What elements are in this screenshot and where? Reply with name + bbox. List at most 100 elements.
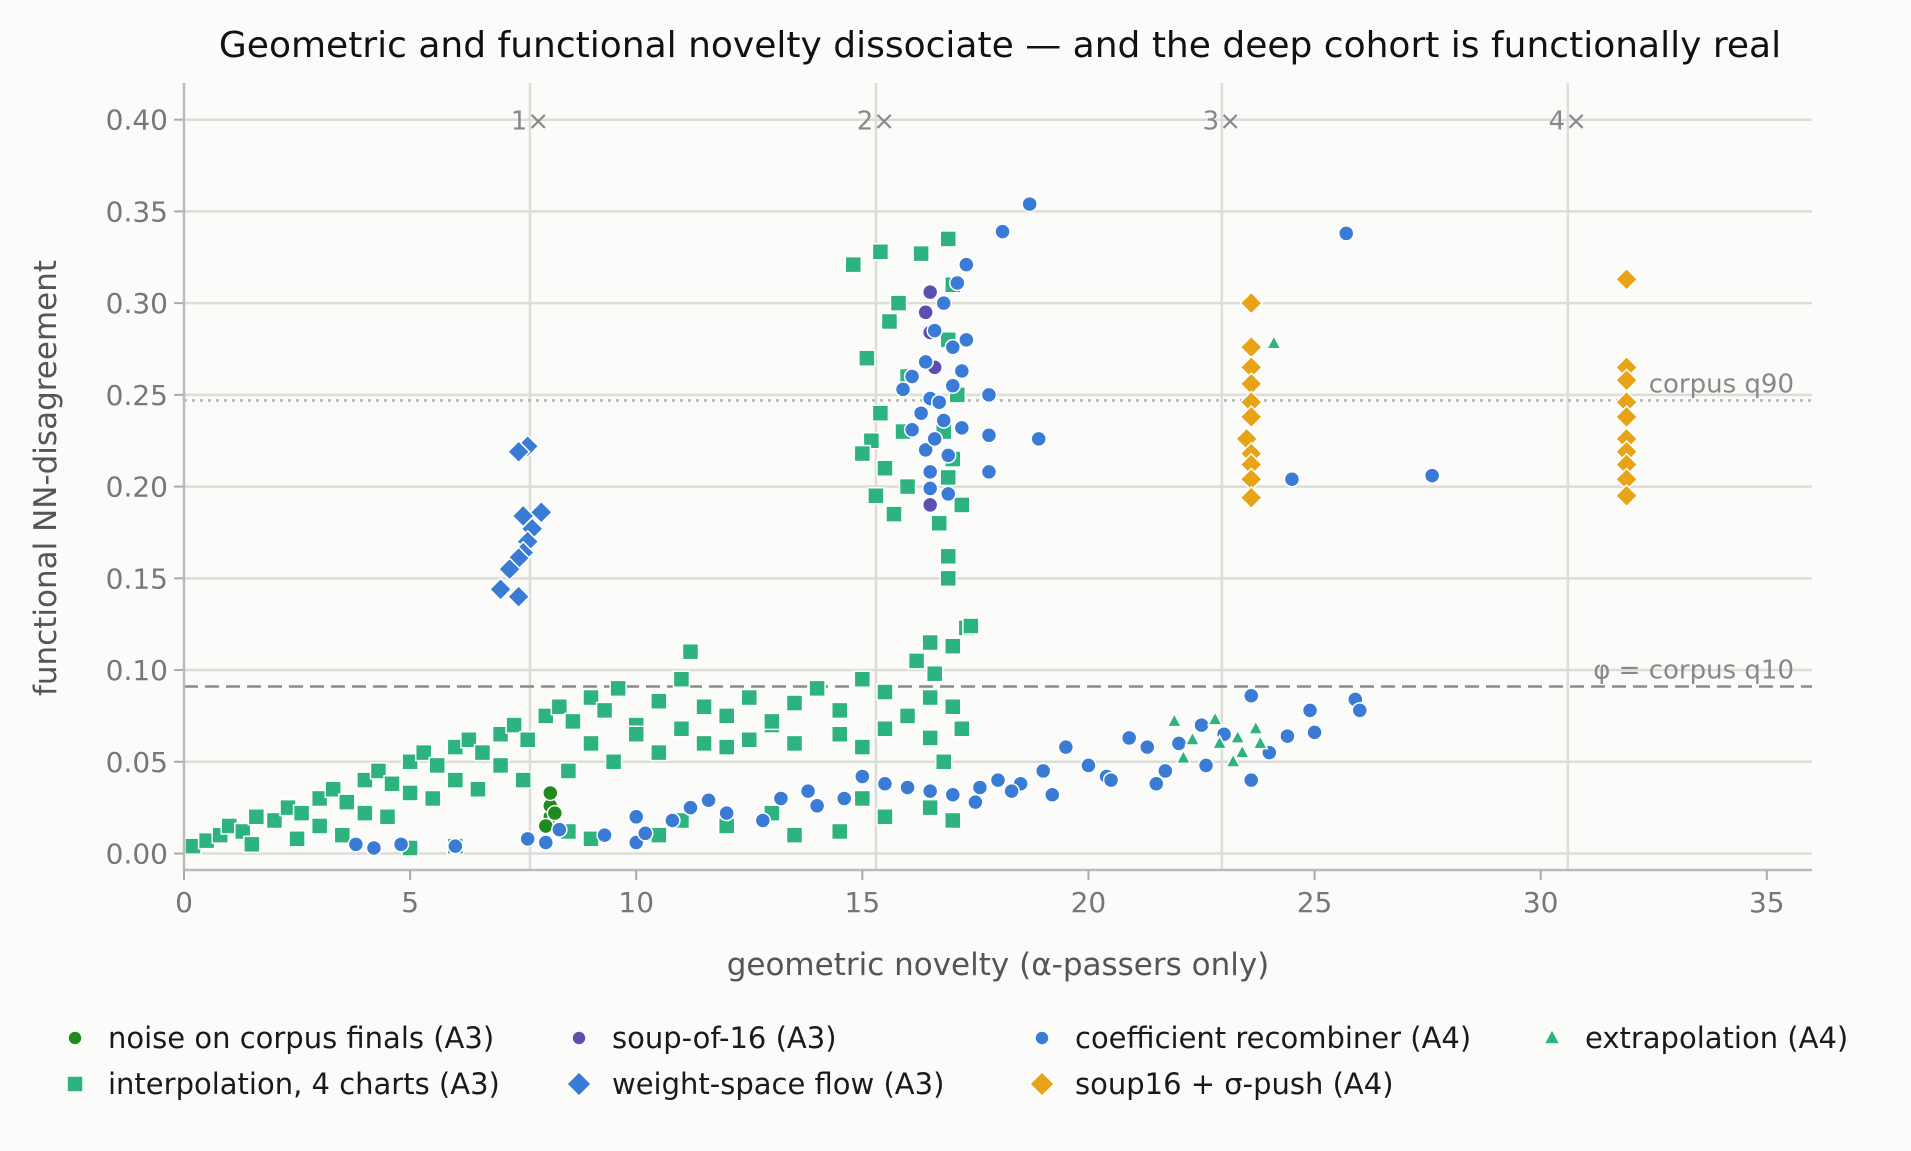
legend-marker <box>66 1075 84 1093</box>
data-point <box>898 477 917 496</box>
data-point <box>564 712 582 731</box>
data-point <box>637 825 654 842</box>
data-points <box>184 195 1639 857</box>
data-point <box>912 404 930 422</box>
data-point <box>1614 368 1639 393</box>
data-point <box>1080 757 1097 774</box>
data-point <box>650 743 668 762</box>
data-point <box>505 716 523 734</box>
data-point <box>627 725 645 743</box>
legend-marker-shape <box>1028 1070 1056 1098</box>
data-point <box>763 712 781 731</box>
data-point <box>1003 782 1020 800</box>
legend-label: noise on corpus finals (A3) <box>108 1021 495 1055</box>
data-point <box>369 762 388 780</box>
data-point <box>1211 734 1228 750</box>
data-point <box>604 753 623 771</box>
data-point <box>944 637 962 655</box>
x-tick-label: 25 <box>1297 886 1333 919</box>
data-point <box>808 679 826 698</box>
data-point <box>595 701 614 720</box>
legend-item: interpolation, 4 charts (A3) <box>60 1066 500 1102</box>
data-point <box>414 743 433 762</box>
data-point <box>930 393 948 411</box>
legend-item: noise on corpus finals (A3) <box>60 1020 494 1056</box>
data-point <box>1239 291 1264 316</box>
data-point <box>994 223 1011 240</box>
data-point <box>853 444 872 463</box>
series-group <box>347 195 1441 857</box>
data-point <box>428 756 446 775</box>
data-point <box>1242 687 1260 704</box>
data-point <box>926 322 943 339</box>
data-point <box>921 782 939 800</box>
data-point <box>1306 724 1323 741</box>
data-point <box>930 514 948 533</box>
data-point <box>958 331 975 349</box>
data-point <box>862 431 881 450</box>
series-group <box>488 434 554 609</box>
data-point <box>980 426 998 444</box>
data-point <box>695 697 713 716</box>
data-point <box>1239 405 1264 429</box>
data-point <box>740 731 759 749</box>
data-point <box>537 707 555 725</box>
data-point <box>473 743 492 762</box>
legend-item: weight-space flow (A3) <box>564 1066 944 1102</box>
legend-marker <box>565 1070 593 1098</box>
data-point <box>944 377 962 394</box>
x-axis-label: geometric novelty (α-passers only) <box>727 947 1270 983</box>
data-point <box>292 804 311 822</box>
data-point <box>876 775 894 793</box>
data-point <box>1614 267 1639 292</box>
data-point <box>867 487 885 505</box>
data-point <box>324 780 342 799</box>
x-tick-label: 35 <box>1749 886 1785 919</box>
reference-lines: corpus q90 φ = corpus q10 <box>184 369 1812 688</box>
data-point <box>1034 762 1052 780</box>
data-point <box>378 808 397 826</box>
data-point <box>550 697 569 716</box>
data-point <box>682 799 699 816</box>
y-tick-label: 0.10 <box>106 654 168 687</box>
data-point <box>944 811 962 830</box>
data-point <box>518 731 537 749</box>
data-point <box>234 822 252 841</box>
data-point <box>460 731 478 749</box>
data-point <box>876 459 894 477</box>
data-point <box>1301 702 1319 719</box>
data-point <box>785 826 804 844</box>
data-point <box>488 577 513 602</box>
x-tick-label: 30 <box>1523 886 1559 919</box>
legend-marker-shape <box>67 1030 83 1046</box>
data-point <box>921 480 939 497</box>
multiplier-label: 1× <box>511 107 549 137</box>
data-point <box>1265 334 1283 350</box>
data-point <box>717 738 736 756</box>
data-point <box>1233 743 1251 759</box>
data-point <box>876 719 894 738</box>
legend-label: soup-of-16 (A3) <box>612 1021 837 1055</box>
data-point <box>1229 728 1246 744</box>
data-point <box>903 421 921 438</box>
data-point <box>885 505 903 523</box>
legend-marker-shape <box>1034 1030 1050 1046</box>
data-point <box>695 734 713 753</box>
x-tick-label: 0 <box>175 886 193 919</box>
data-point <box>718 804 735 822</box>
data-point <box>926 430 943 448</box>
legend-marker <box>67 1030 83 1046</box>
data-point <box>338 793 356 811</box>
data-point <box>446 771 465 789</box>
data-point <box>529 500 554 525</box>
data-point <box>935 412 952 429</box>
data-point <box>939 468 958 487</box>
data-point <box>514 771 532 789</box>
data-point <box>921 463 939 481</box>
data-point <box>958 256 975 273</box>
data-point <box>392 836 410 853</box>
data-point <box>347 836 365 853</box>
multiplier-label: 2× <box>857 107 895 137</box>
data-point <box>949 274 966 292</box>
